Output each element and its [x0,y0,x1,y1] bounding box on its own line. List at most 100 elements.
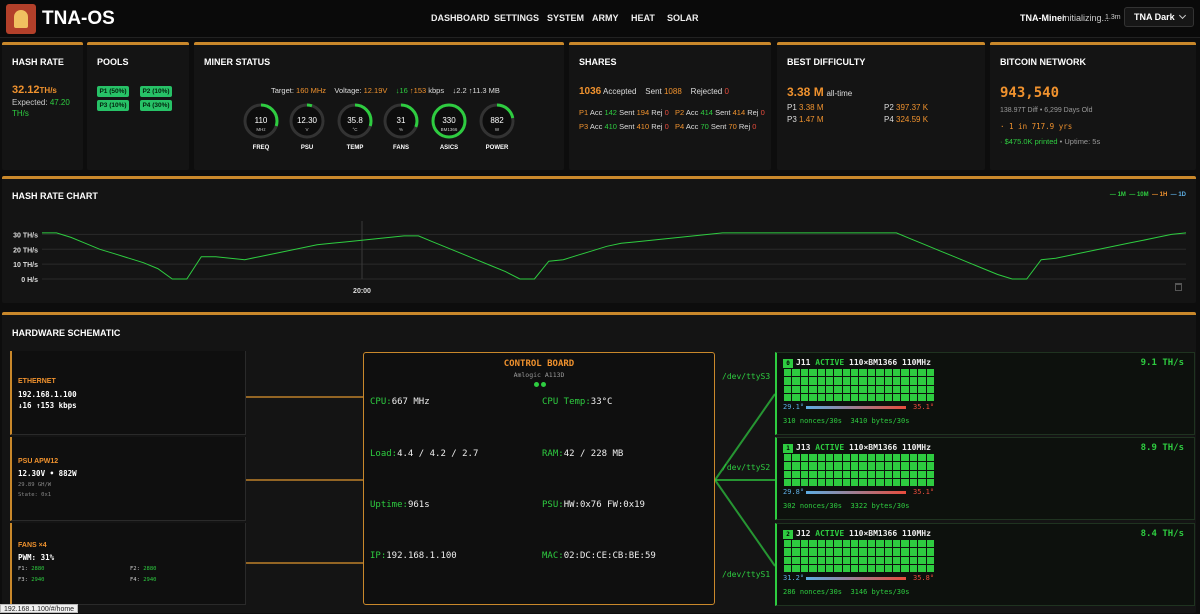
asic-chip [918,478,926,486]
difficulty-value: 3.38 M all-time [787,85,853,99]
asic-chip [817,393,825,401]
legend-1d[interactable]: — 1D [1170,192,1186,198]
asic-chip [859,540,867,548]
asic-chip [842,462,851,470]
ethernet-title: ETHERNET [18,378,56,385]
shares-title: SHARES [579,57,617,67]
pool-badge-p3[interactable]: P3 (10%) [97,100,129,111]
brand-title[interactable]: TNA-OS [42,8,115,29]
temp-bar [806,577,906,580]
asic-chip [825,556,834,564]
fans-box: FANS ×4 PWM: 31% F1: 2880 F2: 2880 F3: 2… [10,523,246,605]
hashrate-title: HASH RATE [12,57,64,67]
nav-system[interactable]: SYSTEM [547,13,585,23]
asic-chip [876,369,884,377]
asic-chip [926,470,934,478]
asic-chip [876,540,884,548]
asic-chip [876,454,884,462]
legend-1h[interactable]: — 1H [1151,192,1168,198]
chain-name: J11 [796,358,811,367]
gauge-label: FANS [392,145,409,151]
asic-chip [859,564,867,572]
hashrate-chart-card: HASH RATE CHART — 1M — 10M — 1H — 1D 30 … [2,176,1196,303]
asic-chip [784,548,792,556]
nav-army[interactable]: ARMY [592,13,619,23]
asic-chip [809,556,817,564]
asic-chip [842,377,851,385]
nav-dashboard[interactable]: DASHBOARD [431,13,490,23]
browser-status-url: 192.168.1.100/#/home [0,604,79,613]
gauge-temp [337,103,373,139]
asic-chip [800,454,809,462]
difficulty-row-p1: P1 3.38 M [787,103,824,112]
asic-chip [876,385,884,393]
asic-chip [884,548,893,556]
asic-chip [834,478,842,486]
asic-chip [792,556,800,564]
gauge-value: 882 [490,116,504,125]
theme-select-value: TNA Dark [1134,12,1175,22]
hashboard-chain-2[interactable]: 2 J12 ACTIVE 110×BM1366 110MHz 8.4 TH/s 31.… [775,523,1195,606]
gauge-power [479,103,515,139]
asic-chip [817,462,825,470]
chain-state: ACTIVE [815,358,845,367]
psu-state: State: 0x1 [18,492,52,498]
share-row-p3: P3 Acc 410 Sent 410 Rej 0 [579,122,669,131]
miner-status-text: Initializing... [1062,13,1110,23]
asic-chip [825,369,834,377]
asic-chip [901,385,909,393]
theme-select[interactable]: TNA Dark [1124,7,1194,27]
asic-chip [825,564,834,572]
pool-badge-p1[interactable]: P1 (50%) [97,86,129,97]
asic-chip [834,564,842,572]
miner-status-summary: Target: 160 MHz Voltage: 12.19V ↓16 ↑153… [271,86,500,95]
asic-chip [784,478,792,486]
asic-chip [851,393,859,401]
asic-chip [834,548,842,556]
asic-chip [859,478,867,486]
nav-solar[interactable]: SOLAR [667,13,699,23]
hashboard-chain-1[interactable]: 1 J13 ACTIVE 110×BM1366 110MHz 8.9 TH/s 29.… [775,437,1195,520]
asic-chip [876,377,884,385]
logo-icon[interactable] [6,4,36,34]
asic-chip [817,548,825,556]
wire-chain-0 [714,393,776,481]
miner-status-title: MINER STATUS [204,57,271,67]
chart-legend[interactable]: — 1M — 10M — 1H — 1D [1110,192,1186,198]
asic-chip [909,564,918,572]
legend-1m[interactable]: — 1M [1109,192,1126,198]
pool-badge-p4[interactable]: P4 (30%) [140,100,172,111]
asic-chip [893,393,901,401]
legend-10m[interactable]: — 10M [1129,192,1149,198]
asic-chip [834,385,842,393]
asic-chip [817,377,825,385]
gauge-fill [479,103,515,139]
temp-bar [806,406,906,409]
asic-chip [842,556,851,564]
hashrate-card: HASH RATE 32.12TH/s Expected: 47.20 TH/s [2,42,83,170]
asic-chip [876,564,884,572]
asic-chip [926,556,934,564]
asic-chip [842,564,851,572]
wire-chain-2 [714,479,776,567]
asic-chip [851,478,859,486]
asic-chip [867,369,876,377]
asic-chip [909,454,918,462]
asic-chip [901,393,909,401]
gauge-fill [289,103,325,139]
nav-heat[interactable]: HEAT [631,13,655,23]
asic-chip [851,385,859,393]
block-odds: · 1 in 717.9 yrs [1000,122,1073,131]
asic-chip [893,540,901,548]
hashboard-chain-0[interactable]: 0 J11 ACTIVE 110×BM1366 110MHz 9.1 TH/s 29.… [775,352,1195,435]
nav-settings[interactable]: SETTINGS [494,13,540,23]
asic-chip [784,540,792,548]
asic-chip [926,462,934,470]
trash-icon[interactable] [1175,283,1182,291]
pool-badge-p2[interactable]: P2 (10%) [140,86,172,97]
chain-header: 2 J12 ACTIVE 110×BM1366 110MHz [783,529,931,539]
asic-chip [901,478,909,486]
asic-chip [884,377,893,385]
block-height: 943,540 [1000,85,1060,101]
asic-chip [825,540,834,548]
